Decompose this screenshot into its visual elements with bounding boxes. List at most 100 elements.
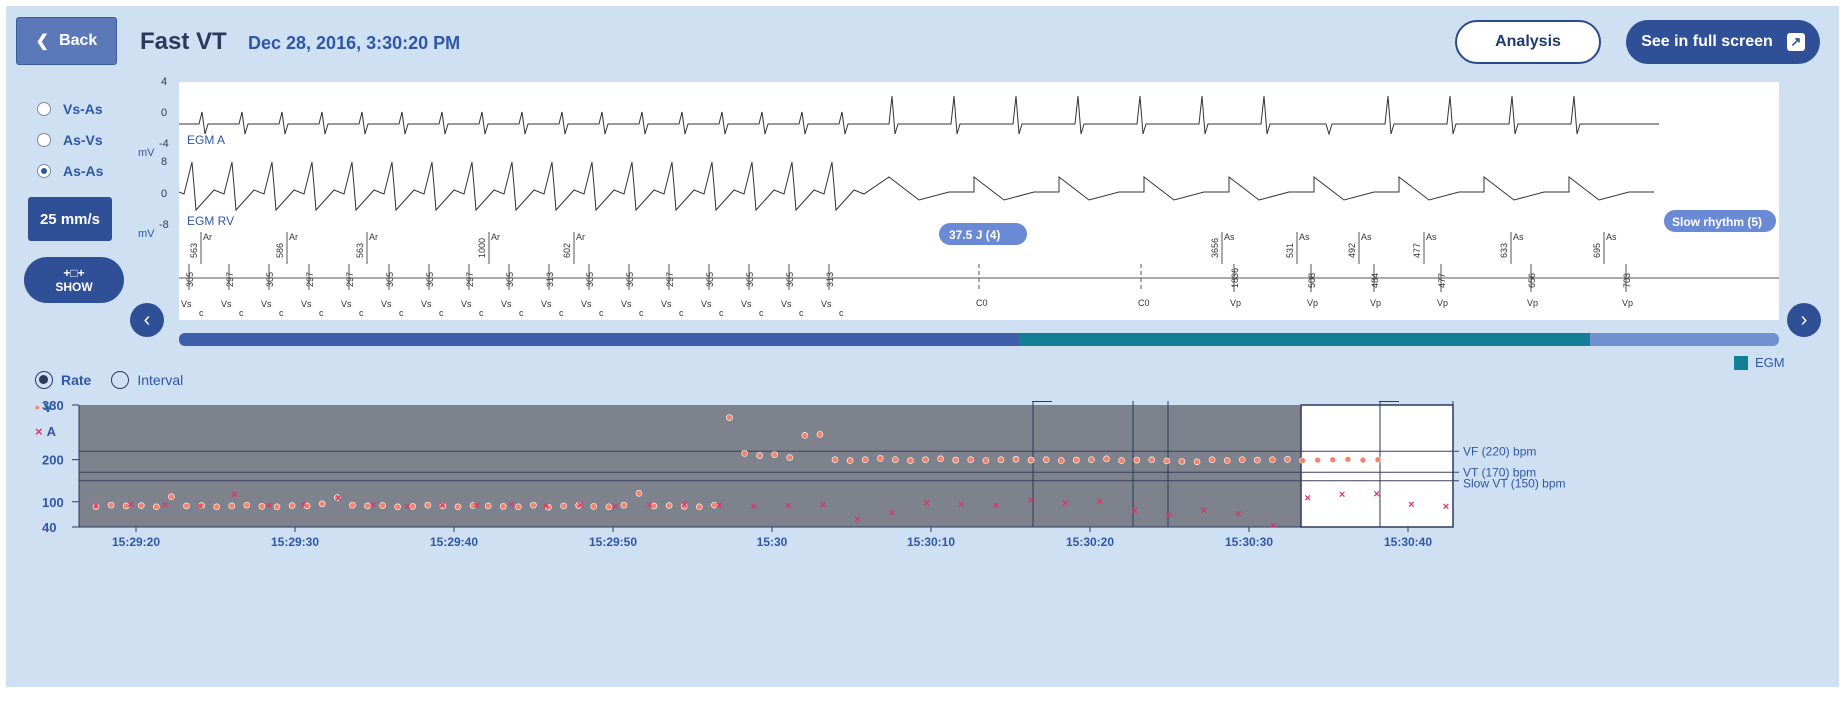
v-label: Vs [261, 299, 272, 309]
slow-label: Slow rhythm (5) [1672, 215, 1762, 229]
vp-label: Vp [1230, 298, 1241, 308]
egm-rv-unit: mV [138, 228, 155, 240]
page-title: Fast VT [140, 28, 227, 55]
v-point [1073, 456, 1080, 464]
radio-interval[interactable] [111, 371, 130, 389]
a-cross-icon: × [35, 424, 43, 439]
a-point: × [93, 500, 99, 512]
a-point: × [162, 500, 168, 512]
a-point: × [785, 501, 791, 513]
slow-rhythm-marker: Slow rhythm (5) [1664, 210, 1776, 232]
threshold-label: VT (170) bpm [1463, 465, 1536, 479]
show-button[interactable]: +□+ SHOW [24, 257, 124, 303]
v-point [1103, 455, 1110, 463]
a-point: × [439, 499, 445, 511]
v-sub: c [759, 308, 764, 318]
mode-label: As-As [63, 163, 104, 179]
atrial-interval: 563 [189, 243, 199, 258]
scroll-right-button[interactable]: › [1787, 303, 1821, 337]
v-point [741, 450, 748, 457]
egm-rv-tick-mid: 0 [161, 188, 168, 200]
analysis-button[interactable]: Analysis [1455, 20, 1601, 64]
v-sub: c [719, 308, 724, 318]
v-label: Vs [221, 299, 232, 309]
v-point [967, 456, 975, 463]
v-point [1193, 458, 1201, 466]
v-point [454, 503, 462, 511]
atrial-interval: 586 [275, 243, 285, 258]
radio-as-as[interactable] [37, 164, 51, 178]
atrial-interval: 477 [1412, 243, 1422, 258]
a-point: × [404, 501, 410, 513]
v-point [952, 456, 959, 464]
a-point: × [370, 500, 376, 512]
a-point: × [1235, 509, 1241, 521]
mode-as-vs[interactable]: As-Vs [37, 132, 103, 148]
v-interval: 313 [545, 272, 555, 287]
episode-timeline[interactable] [179, 333, 1779, 346]
v-point [1208, 456, 1216, 463]
egm-rv-trace [178, 161, 1654, 212]
v-point [1088, 456, 1095, 463]
timeline-segment[interactable] [1590, 333, 1779, 346]
episode-datetime: Dec 28, 2016, 3:30:20 PM [248, 33, 461, 53]
a-point: × [1131, 505, 1137, 517]
vp-interval: 1836 [1230, 268, 1240, 288]
v-point [937, 455, 944, 463]
post-episode-region [1300, 404, 1454, 528]
chevron-left-icon: ‹ [143, 308, 151, 331]
v-label: Vs [701, 299, 712, 309]
co-label: C0 [1138, 298, 1150, 308]
v-point [726, 414, 733, 421]
mode-as-as[interactable]: As-As [37, 163, 103, 179]
a-point: × [1339, 489, 1345, 501]
atrial-label: As [1426, 232, 1437, 242]
a-point: × [300, 499, 306, 511]
scroll-left-button[interactable]: ‹ [130, 303, 164, 337]
v-point [1163, 457, 1171, 465]
a-point: × [1304, 493, 1310, 505]
vp-interval: 484 [1370, 273, 1380, 288]
v-point [258, 503, 266, 510]
v-point [545, 503, 552, 511]
radio-vs-as[interactable] [37, 102, 51, 116]
a-point: × [924, 498, 930, 510]
speed-button[interactable]: 25 mm/s [28, 197, 112, 241]
timeline-segment[interactable] [179, 333, 1019, 346]
v-point [213, 503, 220, 511]
v-point [711, 501, 718, 509]
legend-v: • V [35, 400, 52, 415]
v-sub: c [439, 308, 444, 318]
show-label: SHOW [55, 280, 93, 294]
v-interval: 305 [265, 272, 275, 287]
legend-v-label: V [43, 400, 53, 415]
mode-vs-as[interactable]: Vs-As [37, 101, 103, 117]
v-label: Vs [421, 299, 432, 309]
vp-label: Vp [1307, 298, 1318, 308]
v-point [1012, 455, 1020, 463]
v-point [846, 457, 854, 464]
v-sub: c [559, 308, 564, 318]
back-button[interactable]: ❮ Back [16, 17, 117, 65]
pre-episode-region [79, 405, 1301, 527]
v-dot-icon: • [35, 400, 40, 415]
vp-interval: 703 [1622, 273, 1632, 288]
v-label: Vs [501, 299, 512, 309]
v-point [1284, 455, 1291, 463]
v-point [484, 502, 492, 510]
v-label: Vs [341, 299, 352, 309]
v-point [575, 502, 582, 509]
v-label: Vs [461, 299, 472, 309]
event-marker-box [1379, 401, 1399, 402]
a-point: × [993, 500, 999, 512]
v-point [635, 490, 643, 497]
radio-rate[interactable] [35, 371, 53, 389]
x-tick-label: 15:29:30 [271, 535, 319, 549]
radio-as-vs[interactable] [37, 133, 51, 147]
v-point [1254, 456, 1261, 464]
y-tick-label: 330 [42, 401, 64, 413]
a-point: × [1200, 505, 1206, 517]
fullscreen-button[interactable]: See in full screen ↗ [1626, 20, 1820, 64]
timeline-segment[interactable] [1019, 333, 1591, 346]
